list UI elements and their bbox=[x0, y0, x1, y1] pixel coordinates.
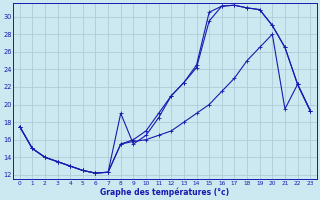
X-axis label: Graphe des températures (°c): Graphe des températures (°c) bbox=[100, 187, 229, 197]
